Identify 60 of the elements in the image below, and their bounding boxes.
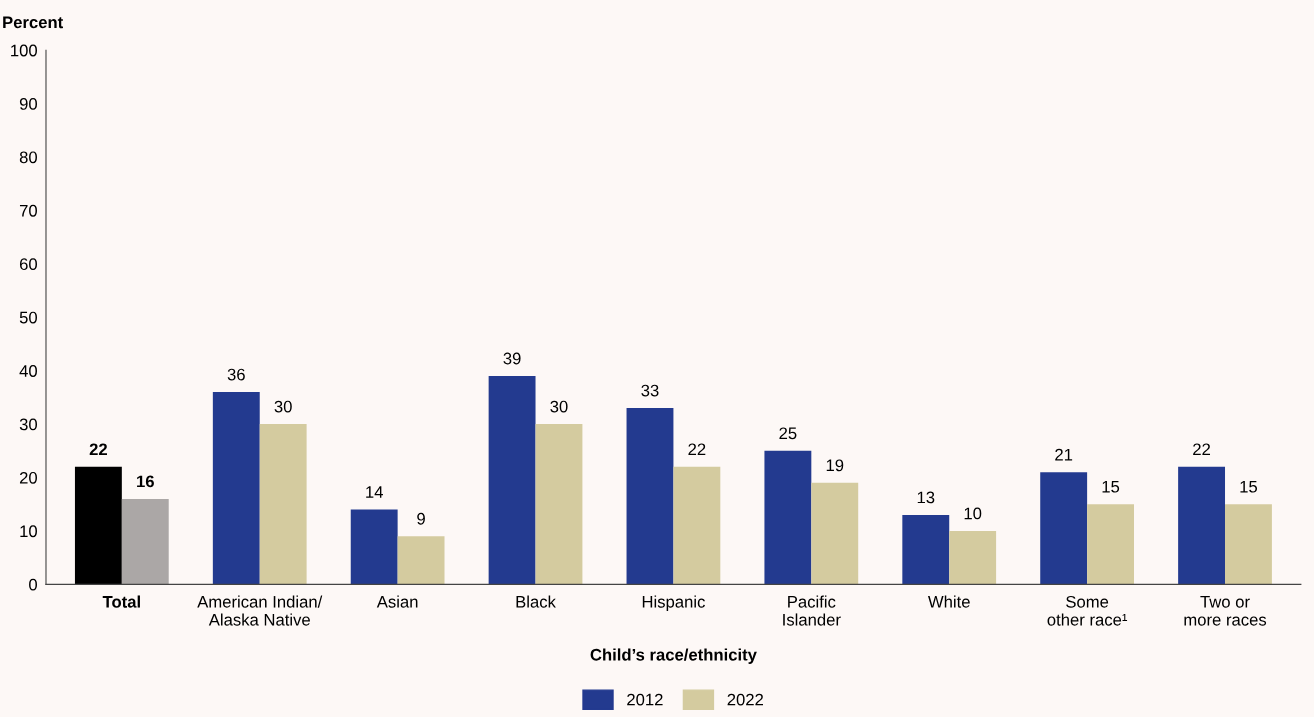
bar [121,498,169,585]
data-label: 39 [503,352,521,365]
bar [212,392,260,585]
bar [488,376,536,585]
data-label: 21 [1055,448,1073,461]
y-tick-label: 40 [19,365,38,377]
bar [74,466,122,585]
y-tick-label: 70 [19,204,38,217]
bar [902,514,950,585]
data-label: 30 [274,400,292,413]
x-tick-label: Asian [376,595,418,608]
y-tick-label: 20 [19,471,38,484]
y-tick-label: 90 [19,98,38,110]
bar [764,450,812,585]
y-tick-label: 0 [29,578,38,591]
y-tick-label: 10 [20,525,38,538]
bar [626,408,674,585]
data-label: 15 [1102,480,1120,493]
data-label: 9 [417,512,425,525]
data-label: 30 [550,400,568,413]
x-tick-label: White [927,595,970,608]
bar [1040,472,1088,585]
bar [673,466,721,585]
x-tick-label: Two or more races [1184,596,1267,626]
data-label: 22 [1193,443,1211,456]
x-tick-label: Total [102,595,140,608]
bar [1087,504,1134,585]
data-label: 15 [1240,480,1258,493]
data-label: 33 [641,384,659,397]
y-axis-title: Percent [3,16,64,29]
data-label: 10 [964,507,982,520]
bar [811,482,859,585]
data-label: 22 [688,443,706,456]
x-axis-title: Child’s race/ethnicity [590,648,757,664]
legend-label: 2012 [627,693,663,706]
bar [1178,466,1226,585]
data-label: 16 [137,475,154,488]
bar [535,424,583,585]
data-label: 13 [917,491,935,504]
data-label: 36 [227,368,245,381]
x-tick-label: Hispanic [642,595,705,611]
x-tick-label: Black [516,595,556,608]
x-tick-label: Some other race¹ [1047,595,1128,626]
y-tick-label: 30 [19,418,38,431]
data-label: 22 [89,443,107,456]
bar [397,536,445,585]
bar [1225,504,1272,585]
y-tick-label: 50 [19,311,38,324]
legend-label: 2022 [727,693,763,706]
y-tick-label: 100 [11,44,38,57]
bar [350,509,398,585]
y-tick-label: 80 [19,151,38,164]
data-label: 14 [366,486,383,498]
y-tick-label: 60 [19,258,38,271]
data-label: 19 [826,459,844,472]
x-tick-label: Pacific Islander [783,595,841,626]
x-tick-label: American Indian/ Alaska Native [197,595,323,626]
bar [949,530,997,585]
bar [259,424,307,585]
data-label: 25 [779,427,797,440]
